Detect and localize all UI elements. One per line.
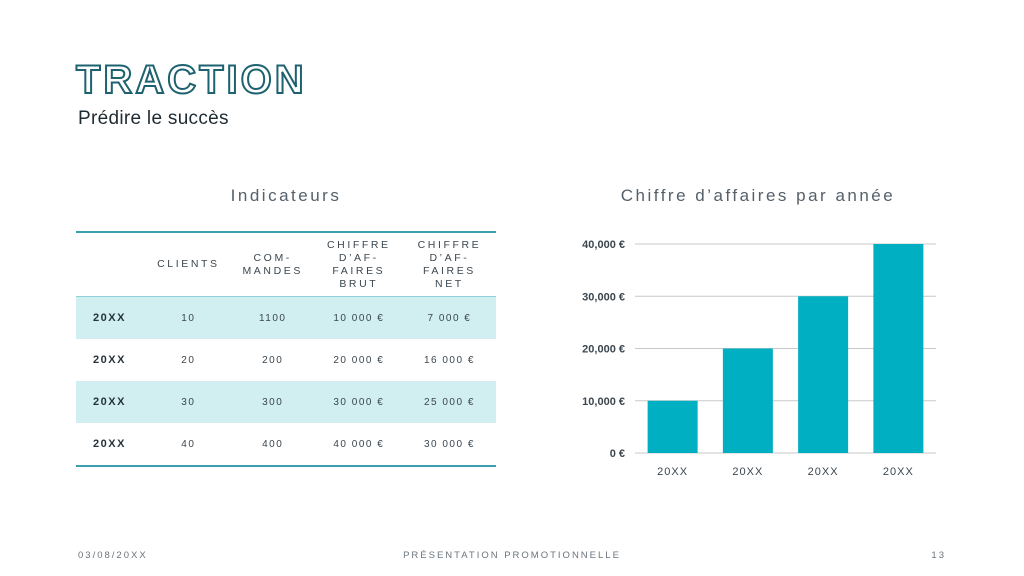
- x-tick-label: 20XX: [657, 466, 688, 478]
- cell-gross-revenue: 20 000 €: [333, 354, 385, 366]
- cell-orders: 1100: [230, 296, 315, 339]
- x-tick-label: 20XX: [883, 466, 914, 478]
- table-header-row: CLIENTS COM- MANDES CHIFFRE D’AF- FAIRES BRU…: [76, 231, 496, 297]
- bar: [798, 296, 849, 453]
- footer-page-number: 13: [931, 550, 946, 561]
- row-year: 20XX: [76, 296, 147, 339]
- table-row: 20XX 20 200 20 000 € 16 000 €: [76, 339, 496, 381]
- cell-orders: 300: [230, 381, 315, 423]
- row-year: 20XX: [76, 381, 147, 423]
- cell-clients: 10: [146, 296, 231, 339]
- y-tick-label: 30,000 €: [582, 291, 625, 303]
- cell-orders: 400: [230, 423, 315, 467]
- chart-heading: Chiffre d’affaires par année: [620, 186, 896, 205]
- indicators-table: CLIENTS COM- MANDES CHIFFRE D’AF- FAIRES BRU…: [76, 231, 496, 467]
- x-tick-label: 20XX: [732, 466, 763, 478]
- cell-gross-revenue: 40 000 €: [314, 423, 403, 467]
- table-row: 20XX 40 400 40 000 € 30 000 €: [76, 423, 496, 467]
- row-year: 20XX: [93, 354, 126, 366]
- footer-date: 03/08/20XX: [78, 550, 148, 561]
- y-tick-label: 0 €: [610, 448, 625, 460]
- header-cell-clients: CLIENTS: [146, 231, 231, 297]
- cell-net-revenue: 16 000 €: [423, 354, 475, 366]
- cell-clients: 30: [146, 381, 231, 423]
- slide-subtitle: Prédire le succès: [78, 108, 229, 129]
- header-cell-net-revenue: CHIFFRE D’AF- FAIRES NET: [402, 231, 496, 297]
- cell-clients: 20: [181, 354, 196, 366]
- row-year: 20XX: [76, 423, 147, 467]
- cell-net-revenue: 30 000 €: [402, 423, 496, 467]
- cell-orders: 200: [262, 354, 284, 366]
- cell-gross-revenue: 10 000 €: [314, 296, 403, 339]
- revenue-bar-chart: 0 € 10,000 € 20,000 € 30,000 € 40,000 € 20XX 2…: [582, 239, 936, 478]
- cell-net-revenue: 25 000 €: [402, 381, 496, 423]
- bar: [873, 244, 924, 453]
- table-heading: Indicateurs: [230, 186, 342, 205]
- table-row: 20XX 30 300 30 000 € 25 000 €: [76, 381, 496, 423]
- header-cell-gross-revenue: CHIFFRE D’AF- FAIRES BRUT: [314, 231, 403, 297]
- footer-title: PRÉSENTATION PROMOTIONNELLE: [403, 550, 621, 561]
- cell-net-revenue: 7 000 €: [402, 296, 496, 339]
- cell-clients: 40: [146, 423, 231, 467]
- x-tick-label: 20XX: [808, 466, 839, 478]
- header-cell-orders: COM- MANDES: [230, 231, 315, 297]
- y-tick-label: 10,000 €: [582, 396, 625, 408]
- y-tick-label: 40,000 €: [582, 239, 625, 251]
- slide-title: TRACTION: [75, 57, 307, 103]
- bar: [722, 348, 773, 453]
- cell-gross-revenue: 30 000 €: [314, 381, 403, 423]
- table-row: 20XX 10 1100 10 000 € 7 000 €: [76, 296, 496, 339]
- y-tick-label: 20,000 €: [582, 344, 625, 356]
- header-cell-empty: [76, 231, 147, 297]
- bar: [647, 400, 698, 453]
